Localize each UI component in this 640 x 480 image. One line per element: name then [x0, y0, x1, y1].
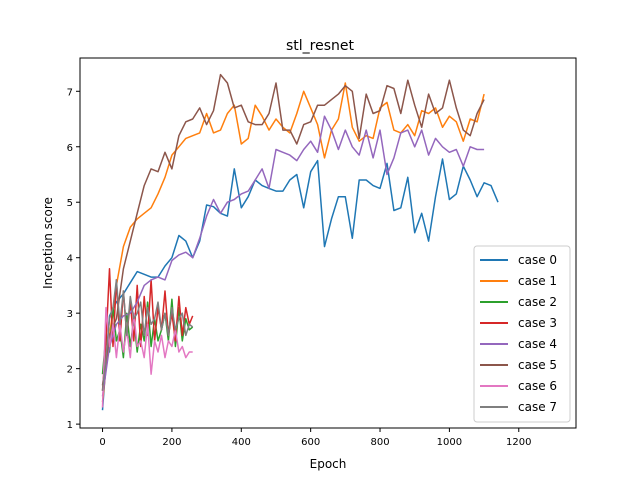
- legend-label-7: case 7: [518, 400, 557, 414]
- y-axis: 1 2 3 4 5 6 7: [67, 87, 80, 431]
- y-tick-label: 7: [67, 87, 73, 98]
- x-tick-label: 200: [162, 437, 181, 448]
- series-line-0: [101, 158, 499, 411]
- legend-label-2: case 2: [518, 295, 557, 309]
- series-line-6: [101, 306, 193, 408]
- series-line-7: [101, 279, 194, 391]
- plot-lines: [101, 73, 499, 411]
- series-line-1: [101, 82, 485, 402]
- y-tick-label: 6: [67, 143, 73, 154]
- chart-title: stl_resnet: [286, 38, 355, 54]
- legend-label-6: case 6: [518, 379, 557, 393]
- legend: case 0 case 1 case 2 case 3 case 4 case 5 case…: [473, 245, 571, 423]
- y-tick-label: 3: [67, 309, 73, 320]
- legend-box: [473, 245, 571, 423]
- x-tick-label: 0: [99, 437, 105, 448]
- x-tick-label: 800: [370, 437, 389, 448]
- series-line-4: [101, 115, 485, 397]
- x-axis-label: Epoch: [310, 457, 347, 471]
- y-tick-label: 1: [67, 420, 73, 431]
- y-tick-label: 4: [67, 254, 73, 265]
- legend-label-5: case 5: [518, 358, 557, 372]
- x-axis: 0 200 400 600 800 1000 1200: [99, 428, 531, 448]
- y-tick-label: 2: [67, 365, 73, 376]
- x-tick-label: 600: [301, 437, 320, 448]
- x-tick-label: 400: [232, 437, 251, 448]
- y-axis-label: Inception score: [41, 197, 55, 289]
- axes-frame: [79, 57, 577, 429]
- legend-label-4: case 4: [518, 337, 557, 351]
- x-tick-label: 1200: [506, 437, 531, 448]
- series-line-5: [101, 73, 485, 386]
- y-tick-label: 5: [67, 198, 73, 209]
- legend-label-1: case 1: [518, 274, 557, 288]
- legend-label-3: case 3: [518, 316, 557, 330]
- legend-label-0: case 0: [518, 253, 557, 267]
- x-tick-label: 1000: [437, 437, 462, 448]
